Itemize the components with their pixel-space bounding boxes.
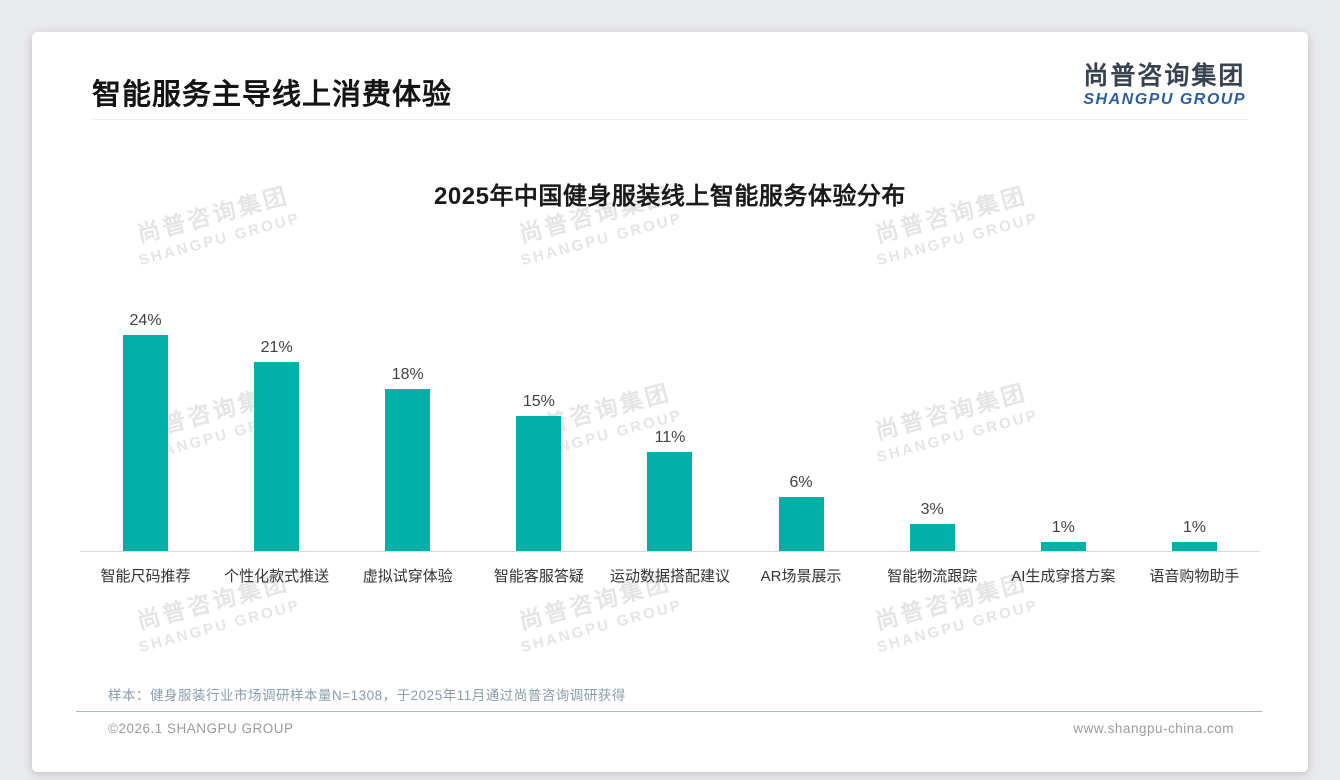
logo-english-text: SHANGPU GROUP xyxy=(1083,91,1246,108)
bar-slot: 21% xyxy=(211,339,342,551)
category-label: 智能客服答疑 xyxy=(493,568,584,585)
category-label: 虚拟试穿体验 xyxy=(362,568,453,585)
bar xyxy=(254,362,300,551)
bar xyxy=(647,452,693,551)
category-label: 智能物流跟踪 xyxy=(887,568,978,585)
bar-value-label: 18% xyxy=(391,366,424,383)
bar-slot: 1% xyxy=(998,519,1129,551)
watermark-english-text: SHANGPU GROUP xyxy=(518,596,685,657)
bar xyxy=(778,497,824,551)
watermark-english-text: SHANGPU GROUP xyxy=(136,596,303,657)
chart-title: 2025年中国健身服装线上智能服务体验分布 xyxy=(434,183,906,210)
bar xyxy=(1171,542,1217,551)
company-logo: 尚普咨询集团 SHANGPU GROUP xyxy=(1083,62,1246,109)
bar-value-label: 3% xyxy=(920,501,944,518)
bar-chart: 24% 21% 18% 15% 11% 6% 3% 1% 1% xyxy=(80,211,1260,552)
category-label: 智能尺码推荐 xyxy=(100,568,191,585)
category-label: 语音购物助手 xyxy=(1149,568,1240,585)
bar-value-label: 1% xyxy=(1182,519,1206,536)
bar-value-label: 15% xyxy=(522,393,555,410)
bar-slot: 24% xyxy=(80,312,211,551)
category-label: AI生成穿搭方案 xyxy=(1011,568,1116,585)
bar xyxy=(385,389,431,551)
bar-slot: 6% xyxy=(736,474,867,551)
copyright-text: ©2026.1 SHANGPU GROUP xyxy=(108,721,294,736)
sample-footnote: 样本：健身服装行业市场调研样本量N=1308，于2025年11月通过尚普咨询调研… xyxy=(108,688,626,703)
watermark-english-text: SHANGPU GROUP xyxy=(874,596,1041,657)
bar xyxy=(1040,542,1086,551)
bar-value-label: 21% xyxy=(260,339,293,356)
bar-value-label: 24% xyxy=(129,312,162,329)
slide-footer: ©2026.1 SHANGPU GROUP www.shangpu-china.… xyxy=(108,721,1234,736)
bar-slot: 1% xyxy=(1129,519,1260,551)
slide-header: 智能服务主导线上消费体验 尚普咨询集团 SHANGPU GROUP xyxy=(32,32,1308,112)
bar-value-label: 6% xyxy=(789,474,813,491)
bar xyxy=(516,416,562,551)
category-label: 个性化款式推送 xyxy=(224,568,330,585)
bar-value-label: 11% xyxy=(654,429,686,446)
page-title: 智能服务主导线上消费体验 xyxy=(92,79,453,111)
category-label: 运动数据搭配建议 xyxy=(609,568,730,585)
category-label: AR场景展示 xyxy=(760,568,842,585)
bar xyxy=(909,524,955,551)
bar xyxy=(123,335,169,551)
bar-slot: 18% xyxy=(342,366,473,551)
category-axis: 智能尺码推荐 个性化款式推送 虚拟试穿体验 智能客服答疑 运动数据搭配建议 AR场景展示 智… xyxy=(80,552,1260,586)
bar-value-label: 1% xyxy=(1051,519,1075,536)
bar-slot: 11% xyxy=(604,429,735,551)
bar-slot: 3% xyxy=(867,501,998,551)
slide-card: 尚普咨询集团 SHANGPU GROUP 尚普咨询集团 SHANGPU GROUP 尚普… xyxy=(32,32,1308,772)
bar-slot: 15% xyxy=(473,393,604,551)
logo-chinese-text: 尚普咨询集团 xyxy=(1083,62,1246,90)
header-divider xyxy=(92,119,1248,120)
footer-divider xyxy=(76,711,1262,712)
chart-area: 2025年中国健身服装线上智能服务体验分布 24% 21% 18% 15% 11% 6% 3… xyxy=(80,182,1260,586)
website-url: www.shangpu-china.com xyxy=(1073,721,1234,736)
